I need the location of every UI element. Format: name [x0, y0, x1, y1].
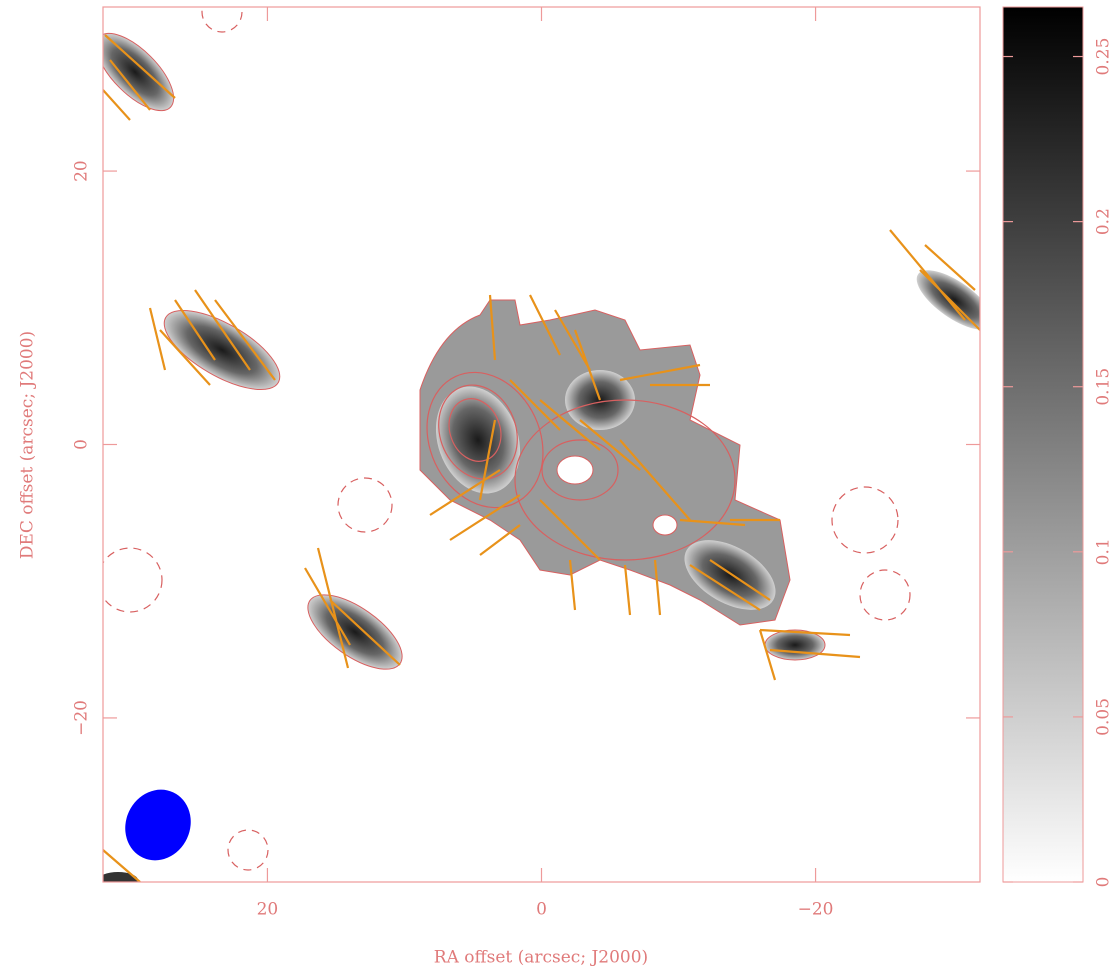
colorbar-tick-label: 0.1: [1094, 538, 1114, 565]
colorbar-tick-label: 0.25: [1094, 38, 1114, 76]
y-axis-label: DEC offset (arcsec; J2000): [18, 331, 38, 559]
x-tick-label: 0: [536, 900, 547, 920]
y-tick-label: 20: [72, 160, 92, 182]
colorbar: [1003, 7, 1083, 882]
x-tick-label: 20: [257, 900, 279, 920]
y-tick-label: −20: [72, 700, 92, 736]
colorbar-tick-label: 0: [1094, 877, 1114, 888]
colorbar-tick-label: 0.15: [1094, 368, 1114, 406]
map-image: [84, 0, 1002, 888]
x-axis-label: RA offset (arcsec; J2000): [434, 948, 648, 968]
y-tick-label: 0: [72, 439, 92, 450]
x-tick-label: −20: [798, 900, 834, 920]
chart: RA offset (arcsec; J2000) DEC offset (ar…: [0, 0, 1120, 975]
colorbar-tick-label: 0.2: [1094, 208, 1114, 235]
colorbar-tick-label: 0.05: [1094, 698, 1114, 736]
